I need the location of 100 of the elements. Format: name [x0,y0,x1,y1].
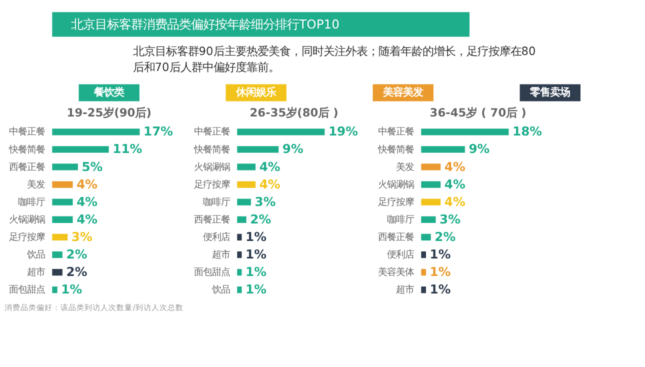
y-tick-label: 咖啡厅 [18,196,46,208]
bar [52,251,62,258]
text: 休闲娱乐 [235,86,276,99]
bar [237,251,242,258]
data-label: 1% [246,282,266,297]
bar [421,146,465,153]
bar [52,216,73,223]
data-label: 1% [430,282,451,297]
y-tick-label: 咖啡厅 [203,196,230,208]
data-label: 4% [259,160,280,174]
y-tick-label: 快餐简餐 [8,144,46,156]
y-tick-label: 火锅涮锅 [9,214,46,226]
y-tick-label: 火锅涮锅 [194,162,230,173]
data-label: 3% [71,230,92,244]
bar [52,234,68,240]
bar [421,181,441,188]
y-tick-label: 饮品 [211,284,230,296]
data-label: 19% [328,124,358,139]
text: 消费品类偏好：该品类到访人次数量/到访人次总数 [4,302,184,312]
y-tick-label: 足疗按摩 [378,196,414,208]
bar [421,198,441,206]
data-label: 4% [259,177,280,192]
data-label: 3% [254,194,276,209]
y-tick-label: 快餐简餐 [193,144,230,156]
chart-title: 19-25岁(90后) [66,105,152,120]
data-label: 3% [440,212,460,226]
bar [52,181,73,188]
bar [52,128,140,136]
y-tick-label: 饮品 [26,250,46,261]
chart-title: 26-35岁(80后 ) [250,105,338,120]
bar [52,268,62,276]
y-tick-label: 便利店 [203,232,230,244]
bar [237,286,242,294]
bar [237,198,251,206]
data-label: 4% [444,194,466,209]
y-tick-label: 面包甜点 [9,284,46,296]
text: 零售卖场 [529,86,570,99]
chart-title: 36-45岁 ( 70后 ) [430,105,526,120]
bar [52,146,109,153]
y-tick-label: 火锅涮锅 [378,179,414,190]
y-tick-label: 美容美体 [378,267,414,278]
data-label: 4% [76,194,98,209]
bar [52,286,58,294]
bar [237,128,325,136]
bar [421,234,431,240]
data-label: 5% [82,160,103,174]
y-tick-label: 中餐正餐 [378,126,414,138]
text: 北京目标客群90后主要热爱美食，同时关注外表；随着年龄的增长，足疗按摩在80后和70后人群中偏好度靠前。 [132,44,536,74]
data-label: 2% [434,230,456,244]
bar [237,268,242,276]
bar [421,164,441,170]
bar [421,268,426,276]
data-label: 4% [76,212,98,226]
bar [237,164,256,170]
y-tick-label: 美发 [396,162,414,173]
y-tick-label: 便利店 [387,250,414,261]
y-tick-label: 超市 [212,250,230,261]
data-label: 9% [282,142,304,156]
data-label: 1% [61,282,82,297]
y-tick-label: 快餐简餐 [377,144,414,156]
y-tick-label: 西餐正餐 [194,214,230,226]
y-tick-label: 超市 [27,267,46,278]
y-tick-label: 西餐正餐 [378,232,414,244]
bar [237,234,242,240]
data-label: 11% [112,142,142,156]
y-tick-label: 美发 [27,179,46,190]
text: 北京目标客群消费品类偏好按年龄细分排行TOP10 [71,17,340,32]
bar [421,251,426,258]
y-tick-label: 咖啡厅 [387,214,414,226]
y-tick-label: 足疗按摩 [9,232,46,244]
bar [52,198,73,206]
data-label: 18% [512,124,542,139]
y-tick-label: 足疗按摩 [194,179,230,190]
bar [52,164,78,170]
data-label: 1% [246,230,266,244]
bar [237,146,279,153]
data-label: 9% [468,142,490,156]
y-tick-label: 中餐正餐 [9,126,46,138]
data-label: 2% [66,248,88,262]
bar [421,128,509,136]
y-tick-label: 面包甜点 [194,267,230,278]
data-label: 4% [444,160,466,174]
y-tick-label: 中餐正餐 [194,126,230,138]
bar [421,216,436,223]
text: 美容美发 [382,86,424,99]
y-tick-label: 超市 [396,284,414,296]
data-label: 2% [250,212,272,226]
bar [421,286,426,294]
bar [237,216,246,223]
data-label: 1% [430,265,451,280]
text: 餐饮类 [93,86,124,99]
y-tick-label: 西餐正餐 [9,162,46,173]
data-label: 4% [444,177,466,192]
data-label: 4% [76,177,98,192]
data-label: 1% [246,248,266,262]
data-label: 1% [430,248,451,262]
bar [237,181,256,188]
data-label: 1% [246,265,266,280]
data-label: 17% [144,124,174,139]
data-label: 2% [66,265,88,280]
